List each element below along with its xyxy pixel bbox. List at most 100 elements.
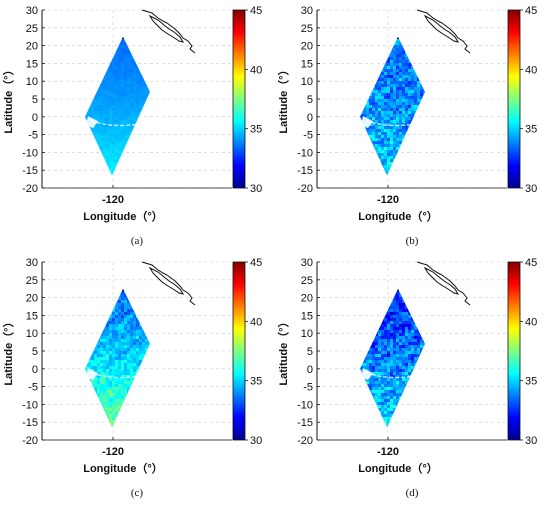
colorbar-tick-label: 40 — [525, 64, 537, 76]
y-tick-label: 10 — [301, 76, 313, 88]
y-tick-label: 5 — [32, 94, 38, 106]
y-axis-label: Latitude（°） — [2, 64, 15, 133]
colorbar — [232, 261, 246, 441]
y-tick-label: 15 — [26, 310, 38, 322]
x-axis-label: Longitude（°） — [358, 462, 438, 475]
y-tick-label: 20 — [26, 293, 38, 305]
colorbar-tick-label: 45 — [525, 5, 537, 17]
y-tick-label: 5 — [307, 346, 313, 358]
y-tick-label: -5 — [303, 130, 313, 142]
x-axis-label: Longitude（°） — [358, 210, 438, 223]
y-tick-label: 0 — [32, 364, 38, 376]
colorbar-tick-label: 45 — [525, 257, 537, 269]
swath-heatmap — [85, 288, 150, 428]
y-tick-label: 25 — [301, 275, 313, 287]
colorbar-tick-label: 35 — [525, 124, 537, 136]
colorbar-tick-label: 40 — [525, 316, 537, 328]
y-tick-label: -15 — [297, 165, 313, 177]
y-tick-label: -15 — [297, 417, 313, 429]
x-tick-label: -120 — [102, 194, 124, 206]
panel-2: 30 25 20 15 10 5 0 -5 -10 -15 -20 -120 Longitude（°） L… — [277, 5, 537, 247]
panel-caption: (b) — [406, 235, 419, 247]
y-tick-label: 25 — [301, 23, 313, 35]
colorbar-tick-label: 30 — [525, 183, 537, 195]
colorbar-tick-label: 40 — [250, 316, 262, 328]
y-tick-label: 0 — [307, 112, 313, 124]
glint-spot — [361, 368, 373, 381]
y-tick-label: 15 — [301, 310, 313, 322]
y-tick-label: -5 — [28, 130, 38, 142]
swath-heatmap — [360, 36, 425, 176]
colorbar-tick-label: 45 — [250, 5, 262, 17]
y-tick-label: 20 — [26, 41, 38, 53]
y-tick-label: 10 — [301, 328, 313, 340]
panel-4: 30 25 20 15 10 5 0 -5 -10 -15 -20 -120 Longitude（°） L… — [277, 257, 537, 499]
y-tick-label: -15 — [22, 165, 38, 177]
y-tick-label: -20 — [297, 435, 313, 447]
panel-1: 30 25 20 15 10 5 0 -5 -10 -15 -20 -120 Longitude（°） L… — [2, 5, 262, 247]
y-tick-label: 0 — [307, 364, 313, 376]
x-tick-label: -120 — [102, 446, 124, 458]
y-tick-label: 5 — [307, 94, 313, 106]
colorbar-tick-label: 30 — [525, 435, 537, 447]
y-tick-label: 30 — [301, 5, 313, 17]
panel-caption: (c) — [131, 487, 144, 499]
y-axis-label: Latitude（°） — [2, 316, 15, 385]
y-tick-label: 25 — [26, 275, 38, 287]
y-tick-label: 25 — [26, 23, 38, 35]
y-tick-label: -15 — [22, 417, 38, 429]
x-tick-label: -120 — [377, 194, 399, 206]
colorbar-tick-label: 35 — [250, 124, 262, 136]
colorbar — [507, 9, 521, 189]
panel-caption: (d) — [406, 487, 419, 499]
glint-spot — [361, 116, 373, 129]
coastline-mainland — [416, 261, 471, 306]
glint-spot — [86, 368, 98, 381]
y-tick-label: 10 — [26, 76, 38, 88]
colorbar-tick-label: 35 — [525, 376, 537, 388]
colorbar — [232, 9, 246, 189]
y-tick-label: 15 — [301, 58, 313, 70]
colorbar-tick-label: 30 — [250, 435, 262, 447]
y-tick-label: 10 — [26, 328, 38, 340]
panel-caption: (a) — [131, 235, 144, 247]
y-tick-label: -10 — [22, 147, 38, 159]
colorbar-tick-label: 40 — [250, 64, 262, 76]
y-tick-label: 20 — [301, 41, 313, 53]
colorbar-tick-label: 30 — [250, 183, 262, 195]
y-tick-label: -20 — [22, 435, 38, 447]
y-tick-label: -5 — [28, 382, 38, 394]
coastline-mainland — [141, 9, 196, 54]
glint-spot — [86, 116, 98, 129]
y-tick-label: 15 — [26, 58, 38, 70]
x-axis-label: Longitude（°） — [83, 462, 163, 475]
y-tick-label: -20 — [297, 183, 313, 195]
coastline-peninsula — [148, 14, 185, 43]
y-tick-label: -20 — [22, 183, 38, 195]
coastline-peninsula — [423, 266, 460, 295]
y-tick-label: 5 — [32, 346, 38, 358]
y-tick-label: 20 — [301, 293, 313, 305]
y-tick-label: -5 — [303, 382, 313, 394]
y-tick-label: -10 — [22, 399, 38, 411]
y-tick-label: 30 — [26, 257, 38, 269]
y-axis-label: Latitude（°） — [277, 316, 290, 385]
y-tick-label: 0 — [32, 112, 38, 124]
x-axis-label: Longitude（°） — [83, 210, 163, 223]
coastline-peninsula — [423, 14, 460, 43]
y-tick-label: 30 — [26, 5, 38, 17]
panel-3: 30 25 20 15 10 5 0 -5 -10 -15 -20 -120 Longitude（°） L… — [2, 257, 262, 499]
colorbar — [507, 261, 521, 441]
swath-heatmap — [85, 36, 150, 176]
y-tick-label: -10 — [297, 147, 313, 159]
coastline-mainland — [141, 261, 196, 306]
y-tick-label: 30 — [301, 257, 313, 269]
x-tick-label: -120 — [377, 446, 399, 458]
colorbar-tick-label: 35 — [250, 376, 262, 388]
swath-heatmap — [360, 288, 425, 428]
coastline-mainland — [416, 9, 471, 54]
y-axis-label: Latitude（°） — [277, 64, 290, 133]
coastline-peninsula — [148, 266, 185, 295]
y-tick-label: -10 — [297, 399, 313, 411]
